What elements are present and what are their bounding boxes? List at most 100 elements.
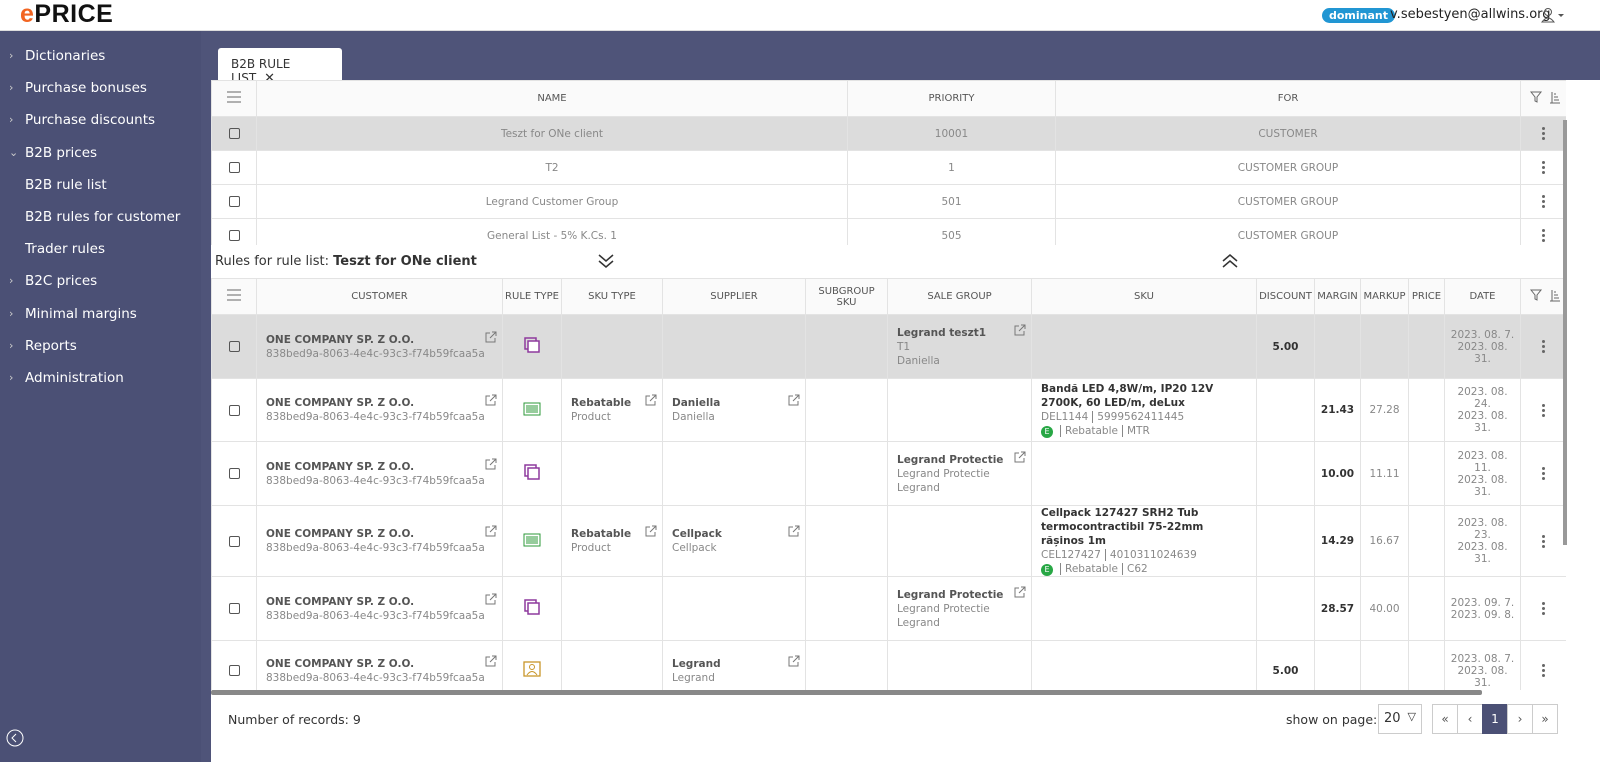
open-link[interactable] xyxy=(485,655,497,671)
column-header[interactable]: SKU TYPE xyxy=(561,278,663,315)
column-header[interactable]: MARGIN xyxy=(1314,278,1361,315)
checkbox-cell xyxy=(211,505,257,577)
column-header[interactable]: SUBGROUP SKU xyxy=(805,278,888,315)
page-button[interactable]: › xyxy=(1507,704,1533,734)
checkbox[interactable] xyxy=(228,196,240,207)
menu-item[interactable]: Purchase bonuses xyxy=(25,80,147,97)
user-icon[interactable] xyxy=(1541,7,1565,23)
row-menu[interactable] xyxy=(1542,534,1545,548)
expand-up[interactable] xyxy=(1220,252,1240,270)
rule-row[interactable]: ONE COMPANY SP. Z O.O. 838bed9a-8063-4e4c… xyxy=(211,441,1566,506)
rule-row[interactable]: ONE COMPANY SP. Z O.O. 838bed9a-8063-4e4c… xyxy=(211,314,1566,379)
row-menu[interactable] xyxy=(1542,340,1545,353)
page-button[interactable]: ‹ xyxy=(1457,704,1483,734)
column-header[interactable]: FOR xyxy=(1055,80,1521,117)
rules-label: Rules for rule list: xyxy=(215,254,330,269)
checkbox[interactable] xyxy=(228,603,240,614)
row-menu[interactable] xyxy=(1542,161,1545,174)
row-menu[interactable] xyxy=(1542,664,1545,677)
checkbox[interactable] xyxy=(228,128,240,139)
rule-row[interactable]: Teszt for ONe client 10001 CUSTOMER xyxy=(211,116,1566,151)
row-menu[interactable] xyxy=(1542,229,1545,242)
checkbox[interactable] xyxy=(228,230,240,241)
checkbox[interactable] xyxy=(228,341,240,352)
tab[interactable]: B2B RULE LIST ✕ xyxy=(218,48,342,86)
rule-row[interactable]: ONE COMPANY SP. Z O.O. 838bed9a-8063-4e4c… xyxy=(211,640,1566,690)
column-menu[interactable] xyxy=(211,278,257,315)
checkbox-cell xyxy=(211,378,257,442)
rule-row[interactable]: ONE COMPANY SP. Z O.O. 838bed9a-8063-4e4c… xyxy=(211,378,1566,442)
rule-row[interactable]: Legrand Customer Group 501 CUSTOMER GROUP xyxy=(211,184,1566,219)
rule-row[interactable]: ONE COMPANY SP. Z O.O. 838bed9a-8063-4e4c… xyxy=(211,505,1566,577)
column-header[interactable]: SKU xyxy=(1031,278,1257,315)
row-menu[interactable] xyxy=(1542,602,1545,615)
column-menu[interactable] xyxy=(211,80,257,117)
filter-sort[interactable] xyxy=(1520,278,1566,315)
open-link[interactable] xyxy=(485,458,497,474)
menu-item[interactable]: B2C prices xyxy=(25,273,98,290)
open-link[interactable] xyxy=(485,331,497,347)
row-menu[interactable] xyxy=(1542,467,1545,480)
h-scrollbar[interactable] xyxy=(211,690,1482,695)
checkbox[interactable] xyxy=(228,468,240,479)
page-button[interactable]: « xyxy=(1432,704,1458,734)
chevron: › xyxy=(9,274,14,288)
menu-item[interactable]: Purchase discounts xyxy=(25,112,156,129)
checkbox[interactable] xyxy=(228,162,240,173)
checkbox[interactable] xyxy=(228,665,240,676)
checkbox[interactable] xyxy=(228,535,240,547)
open-link[interactable] xyxy=(788,655,800,671)
checkbox[interactable] xyxy=(228,404,240,416)
row-menu[interactable] xyxy=(1542,127,1545,140)
column-header[interactable]: RULE TYPE xyxy=(502,278,562,315)
menu-item[interactable]: Minimal margins xyxy=(25,305,137,322)
column-header[interactable]: CUSTOMER xyxy=(256,278,503,315)
rule-row[interactable]: ONE COMPANY SP. Z O.O. 838bed9a-8063-4e4c… xyxy=(211,576,1566,641)
page-size-select[interactable]: 20 ▽ xyxy=(1378,704,1422,734)
rule-row[interactable]: General List - 5% K.Cs. 1 505 CUSTOMER GRO… xyxy=(211,218,1566,245)
filter-sort[interactable] xyxy=(1520,80,1566,117)
open-link[interactable] xyxy=(1014,451,1026,467)
column-header[interactable]: NAME xyxy=(256,80,848,117)
cell-content: ONE COMPANY SP. Z O.O. 838bed9a-8063-4e4c… xyxy=(266,458,497,488)
open-link[interactable] xyxy=(788,525,800,541)
expand-down[interactable] xyxy=(596,252,616,270)
submenu-item[interactable]: Trader rules xyxy=(25,241,105,258)
menu-item[interactable]: B2B prices xyxy=(25,144,98,161)
cell-line: Rebatable xyxy=(571,397,632,409)
row-menu[interactable] xyxy=(1542,403,1545,417)
open-link[interactable] xyxy=(485,394,497,410)
v-scrollbar[interactable] xyxy=(1563,120,1567,545)
column-header[interactable]: PRICE xyxy=(1408,278,1445,315)
open-link[interactable] xyxy=(485,525,497,541)
submenu-item[interactable]: B2B rules for customer xyxy=(25,209,181,225)
cell-content: Bandă LED 4,8W/m, IP20 12V 2700K, 60 LED… xyxy=(1041,382,1247,438)
collapse-button[interactable] xyxy=(5,728,25,748)
open-link[interactable] xyxy=(485,593,497,609)
open-link[interactable] xyxy=(1014,324,1026,340)
page-button[interactable]: 1 xyxy=(1482,704,1508,734)
open-link[interactable] xyxy=(788,394,800,410)
column-header[interactable]: SUPPLIER xyxy=(662,278,806,315)
menu-item[interactable]: Reports xyxy=(25,337,77,354)
sku-type-cell xyxy=(561,314,663,379)
column-header[interactable]: DATE xyxy=(1444,278,1521,315)
open-link[interactable] xyxy=(645,394,657,410)
menu-item[interactable]: Administration xyxy=(25,370,124,386)
column-header[interactable]: SALE GROUP xyxy=(887,278,1032,315)
open-link[interactable] xyxy=(1014,586,1026,602)
row-menu[interactable] xyxy=(1542,195,1545,208)
subgroup-cell xyxy=(805,505,888,577)
column-header[interactable]: PRIORITY xyxy=(847,80,1056,117)
page-button[interactable]: » xyxy=(1532,704,1558,734)
column-header[interactable]: DISCOUNT xyxy=(1256,278,1315,315)
date-line: 2023. 08. 31. xyxy=(1457,541,1508,565)
submenu-item[interactable]: B2B rule list xyxy=(25,176,107,193)
column-header[interactable]: MARKUP xyxy=(1360,278,1409,315)
open-link[interactable] xyxy=(645,525,657,541)
user-menu[interactable]: v.sebestyen@allwins.org xyxy=(1390,7,1551,22)
close-tab[interactable]: ✕ xyxy=(264,71,276,86)
rule-row[interactable]: T2 1 CUSTOMER GROUP xyxy=(211,150,1566,185)
menu-item[interactable]: Dictionaries xyxy=(25,48,106,64)
separator xyxy=(1060,425,1061,437)
